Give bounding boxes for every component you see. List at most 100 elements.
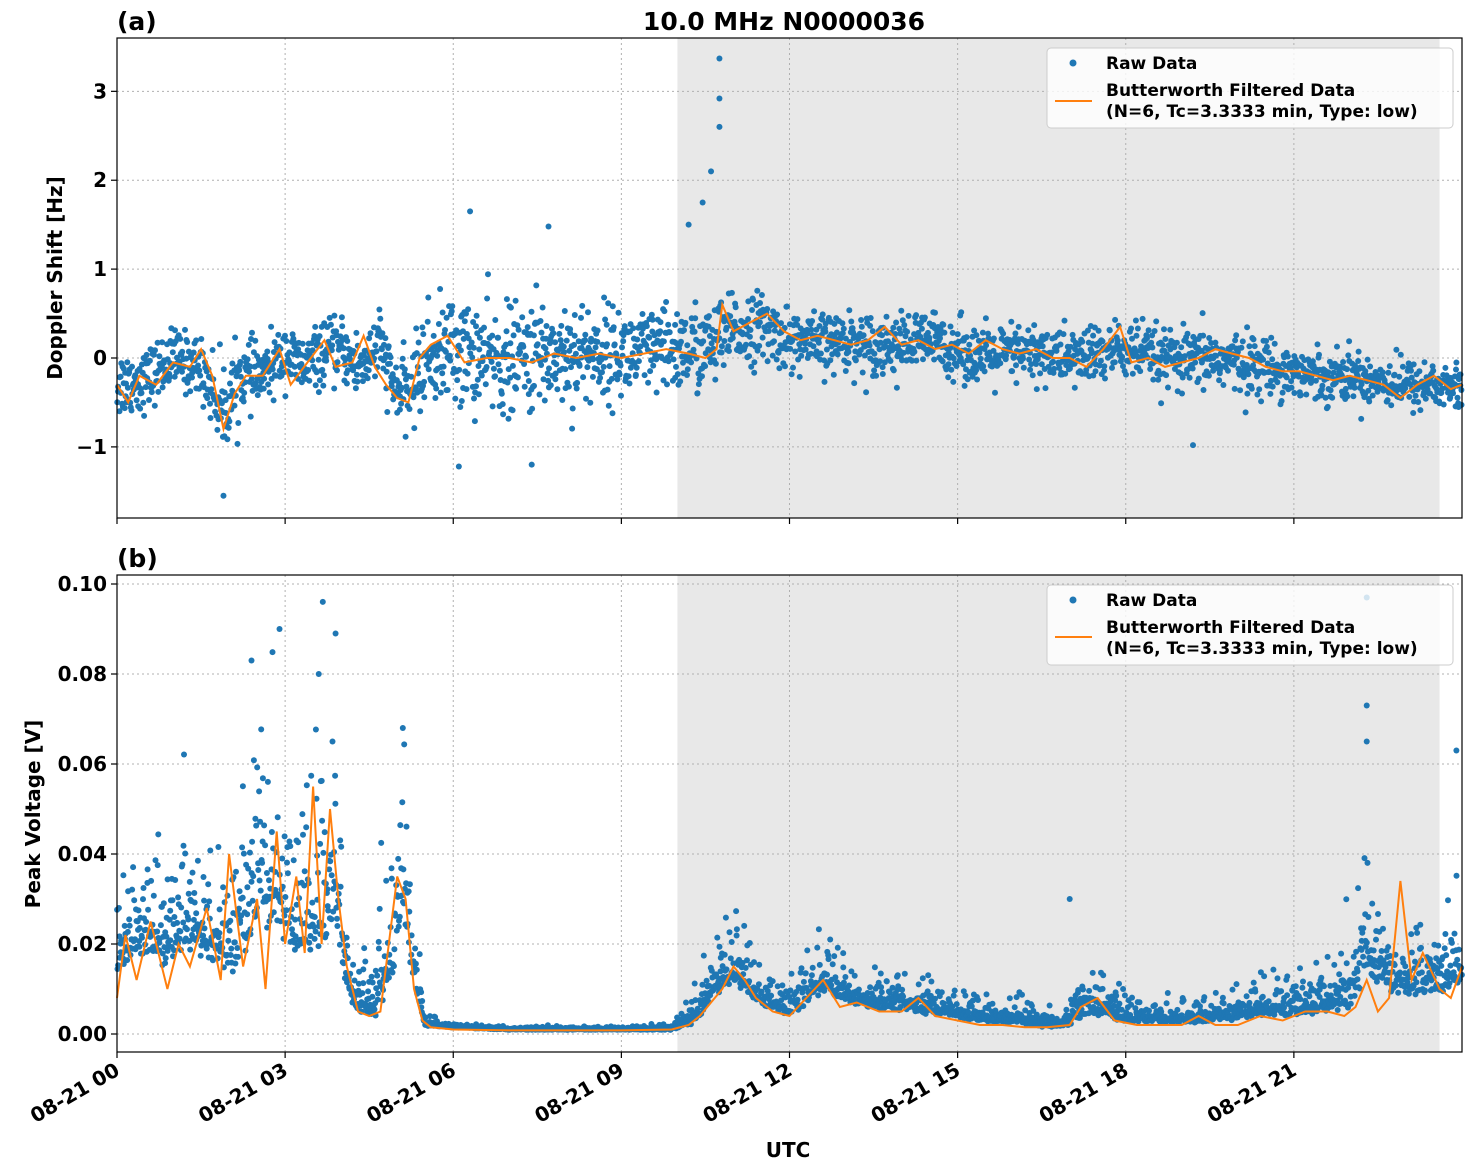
raw-data-point	[311, 914, 318, 920]
raw-data-point	[1020, 355, 1026, 362]
raw-data-point	[782, 363, 788, 370]
raw-data-point	[396, 406, 403, 413]
raw-data-point	[877, 339, 884, 346]
raw-data-point	[961, 382, 968, 389]
raw-data-point	[594, 327, 601, 334]
raw-data-point	[648, 311, 655, 318]
raw-data-point	[690, 346, 697, 353]
raw-data-point	[1242, 409, 1249, 416]
raw-data-point	[143, 351, 150, 358]
raw-data-point	[1057, 341, 1064, 348]
raw-data-point	[643, 323, 650, 330]
raw-data-point	[1006, 995, 1013, 1002]
raw-data-point	[232, 960, 239, 967]
raw-data-point	[890, 367, 897, 374]
raw-data-point	[246, 849, 253, 856]
raw-data-point	[1288, 378, 1295, 385]
raw-data-point	[736, 341, 743, 348]
raw-data-point	[229, 968, 236, 975]
raw-data-point	[913, 357, 920, 364]
raw-data-point	[1326, 358, 1333, 365]
raw-data-point	[618, 392, 624, 399]
raw-data-point	[236, 367, 243, 374]
raw-data-point	[1164, 990, 1171, 996]
raw-data-point	[973, 332, 980, 339]
raw-data-point	[137, 405, 144, 412]
raw-data-point	[638, 330, 645, 337]
raw-data-point	[758, 292, 765, 298]
raw-data-point	[309, 899, 316, 906]
raw-data-point	[250, 757, 257, 764]
raw-data-point	[1316, 351, 1322, 358]
raw-data-point	[474, 376, 481, 383]
raw-data-point	[827, 357, 834, 364]
raw-data-point	[1165, 384, 1171, 391]
raw-data-point	[1244, 390, 1251, 397]
raw-data-point	[514, 322, 521, 329]
raw-data-point	[839, 320, 846, 327]
raw-data-point	[1421, 359, 1428, 366]
raw-data-point	[191, 899, 198, 906]
raw-data-point	[962, 992, 969, 999]
raw-data-point	[364, 375, 371, 382]
raw-data-point	[845, 360, 852, 367]
raw-data-point	[1101, 367, 1107, 374]
raw-data-point	[643, 342, 650, 349]
raw-data-point	[126, 916, 133, 923]
raw-data-point	[948, 366, 955, 373]
raw-data-point	[742, 964, 749, 971]
raw-data-point	[563, 337, 570, 344]
raw-data-point	[1265, 998, 1272, 1005]
raw-data-point	[1056, 365, 1063, 371]
raw-data-point	[236, 888, 243, 895]
raw-data-point	[401, 366, 408, 373]
raw-data-point	[226, 418, 233, 425]
raw-data-point	[1232, 337, 1239, 344]
raw-data-point	[1440, 401, 1447, 408]
raw-data-point	[475, 363, 482, 369]
raw-data-point	[951, 987, 958, 994]
raw-data-point	[231, 402, 238, 409]
panel-b-peak-voltage: 08-21 00 08-21 03 08-21 06 08-21 09 08-21 12…	[21, 544, 1465, 1162]
raw-data-point	[702, 327, 709, 334]
raw-data-point	[331, 312, 338, 319]
raw-data-point	[403, 823, 410, 830]
raw-data-point	[486, 349, 493, 356]
raw-data-point	[1092, 368, 1099, 375]
raw-data-point	[1096, 362, 1103, 369]
raw-data-point	[360, 980, 367, 987]
raw-data-point	[130, 864, 137, 871]
raw-data-point	[182, 391, 189, 398]
raw-data-point	[372, 342, 379, 349]
raw-data-point	[898, 307, 905, 314]
raw-data-point	[430, 332, 437, 339]
raw-data-point	[536, 391, 543, 398]
raw-data-point	[329, 342, 336, 349]
raw-data-point	[1071, 384, 1078, 391]
raw-data-point	[442, 327, 448, 333]
raw-data-point	[754, 287, 761, 294]
raw-data-point	[469, 354, 476, 361]
raw-data-point	[680, 359, 686, 366]
raw-data-point	[1314, 341, 1321, 348]
raw-data-point	[552, 376, 559, 383]
raw-data-point	[140, 399, 147, 406]
raw-data-point	[980, 363, 987, 370]
raw-data-point	[424, 318, 431, 325]
raw-data-point	[557, 337, 564, 344]
raw-data-point	[983, 991, 990, 998]
raw-data-point	[1408, 367, 1414, 374]
raw-data-point	[405, 888, 412, 895]
raw-data-point	[1009, 368, 1016, 375]
raw-data-point	[1410, 361, 1417, 368]
raw-data-point	[723, 324, 730, 331]
raw-data-point	[514, 374, 521, 381]
raw-data-point	[580, 374, 587, 381]
raw-data-point	[1406, 393, 1413, 400]
raw-data-point	[1244, 324, 1251, 331]
raw-data-point	[1048, 349, 1055, 356]
raw-data-point	[222, 397, 229, 404]
raw-data-point	[182, 850, 189, 857]
raw-data-point	[976, 349, 983, 356]
raw-data-point	[1267, 390, 1274, 397]
